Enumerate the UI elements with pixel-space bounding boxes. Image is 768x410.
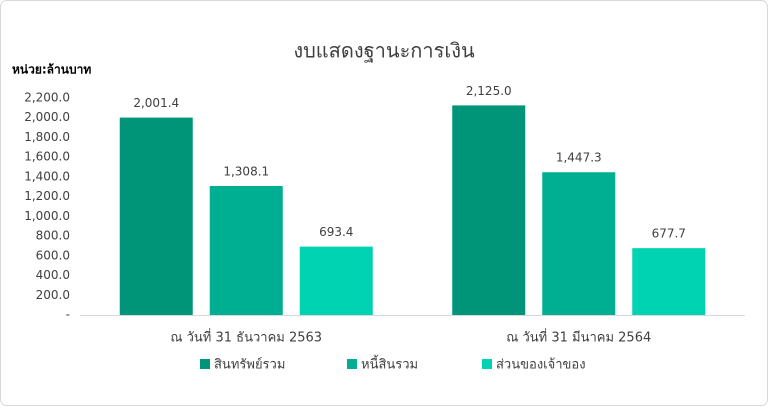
y-tick-label: 1,400.0 [24,169,70,183]
bar [452,105,526,315]
value-label: 677.7 [652,227,686,241]
x-tick-label: ณ วันที่ 31 มีนาคม 2564 [506,329,651,346]
legend-swatch [347,359,357,369]
y-tick-label: 1,200.0 [24,189,70,203]
y-tick-label: 2,000.0 [24,110,70,124]
legend-swatch [482,359,492,369]
x-tick-label: ณ วันที่ 31 ธันวาคม 2563 [170,329,322,346]
value-label: 1,447.3 [556,151,602,165]
bar [542,172,616,315]
value-label: 2,001.4 [133,96,179,110]
y-tick-label: 1,000.0 [24,209,70,223]
y-tick-label: 1,800.0 [24,130,70,144]
legend-label: ส่วนของเจ้าของ [496,358,586,373]
y-tick-label: 400.0 [36,268,70,282]
y-tick-label: 600.0 [36,248,70,262]
bar [119,117,193,316]
legend-swatch [200,359,210,369]
value-label: 693.4 [319,225,353,239]
value-label: 2,125.0 [466,84,512,98]
bar [632,248,706,315]
y-tick-label: 200.0 [36,288,70,302]
y-tick-label: - [66,308,70,322]
bar [209,185,283,315]
y-tick-label: 800.0 [36,229,70,243]
chart-title: งบแสดงฐานะการเงิน [293,39,475,63]
legend-label: สินทรัพย์รวม [214,357,285,373]
value-label: 1,308.1 [223,164,269,178]
legend-label: หนี้สินรวม [361,355,418,373]
unit-label: หน่วย:ล้านบาท [12,63,91,77]
y-tick-label: 2,200.0 [24,91,70,105]
bar [299,246,373,315]
y-tick-label: 1,600.0 [24,150,70,164]
